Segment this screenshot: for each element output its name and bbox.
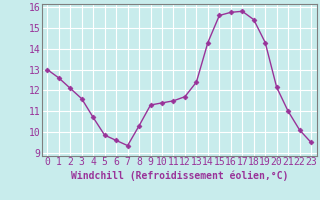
X-axis label: Windchill (Refroidissement éolien,°C): Windchill (Refroidissement éolien,°C) [70, 170, 288, 181]
